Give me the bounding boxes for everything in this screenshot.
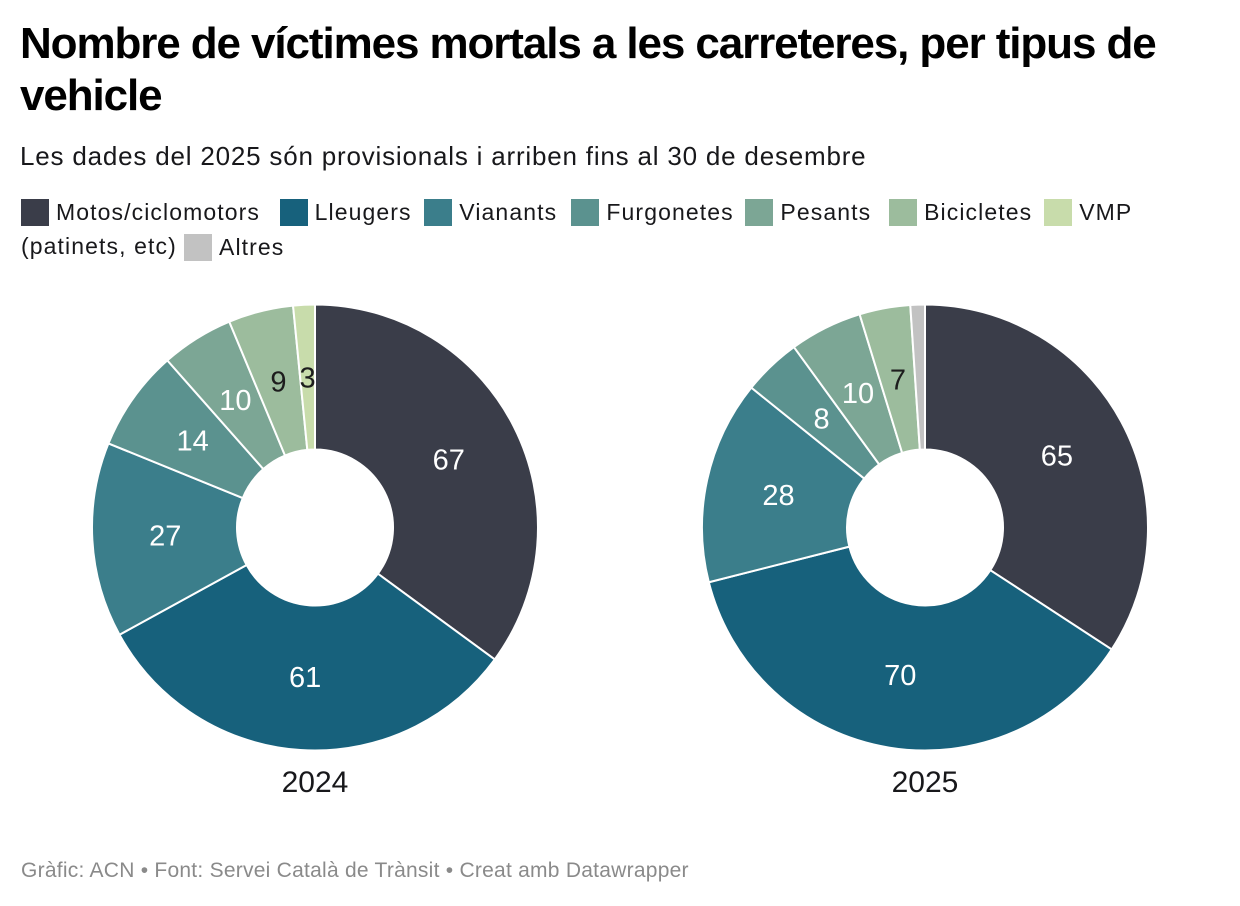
svg-text:7: 7 — [890, 365, 906, 397]
svg-text:3: 3 — [300, 362, 316, 394]
svg-text:8: 8 — [814, 403, 830, 435]
svg-text:65: 65 — [1041, 441, 1073, 473]
svg-text:61: 61 — [289, 662, 321, 694]
svg-text:70: 70 — [884, 660, 916, 692]
svg-text:67: 67 — [433, 444, 465, 476]
svg-text:10: 10 — [842, 378, 874, 410]
svg-text:28: 28 — [762, 480, 794, 512]
svg-text:10: 10 — [219, 385, 251, 417]
svg-text:9: 9 — [270, 367, 286, 399]
svg-text:27: 27 — [149, 521, 181, 553]
svg-text:14: 14 — [176, 425, 208, 457]
